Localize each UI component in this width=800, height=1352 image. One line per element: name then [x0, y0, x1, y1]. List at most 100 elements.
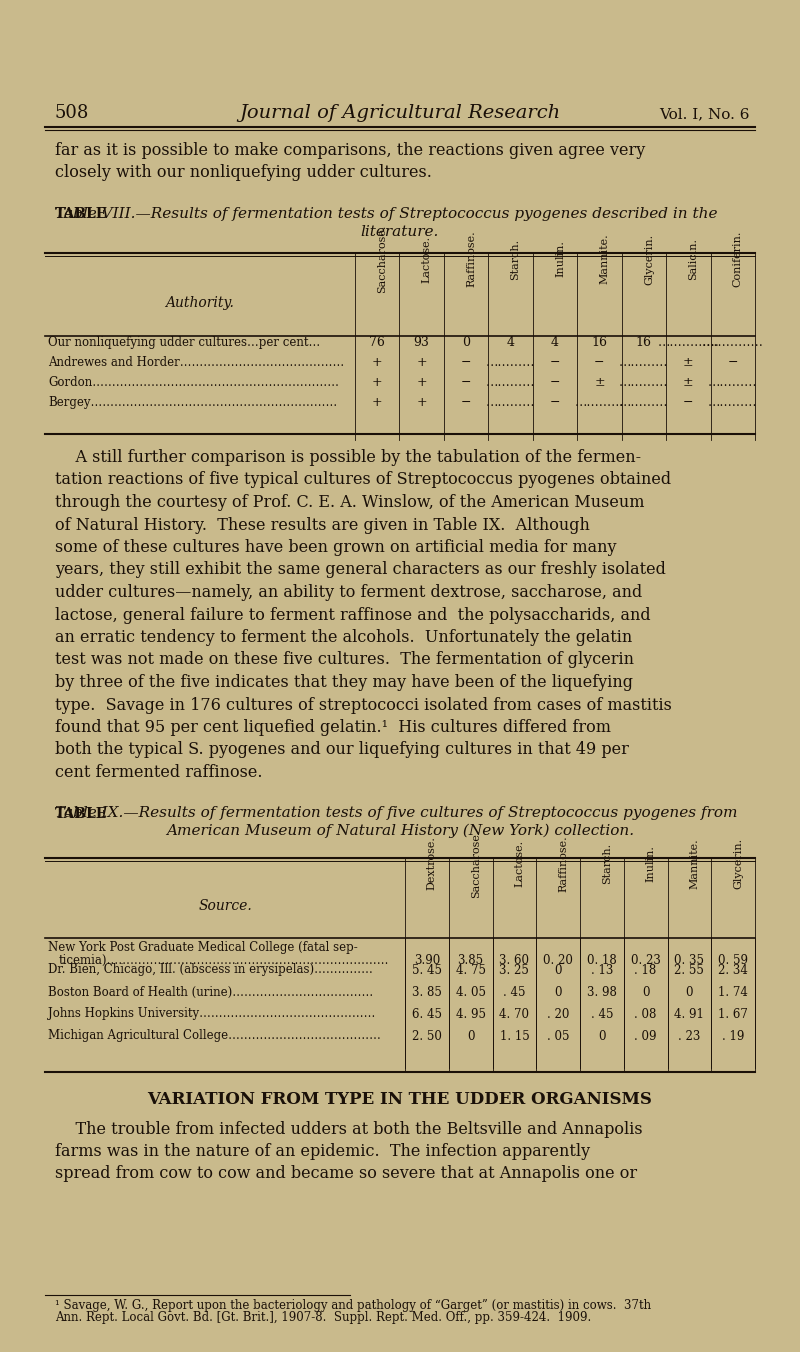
Text: Salicin.: Salicin.	[688, 238, 698, 280]
Text: Saccharose.: Saccharose.	[470, 829, 481, 898]
Text: . 19: . 19	[722, 1029, 744, 1042]
Text: VARIATION FROM TYPE IN THE UDDER ORGANISMS: VARIATION FROM TYPE IN THE UDDER ORGANIS…	[147, 1091, 653, 1107]
Text: Raffinose.: Raffinose.	[558, 836, 568, 892]
Text: 0: 0	[462, 337, 470, 349]
Text: . 23: . 23	[678, 1029, 701, 1042]
Text: −: −	[550, 396, 560, 410]
Text: Mannite.: Mannite.	[690, 838, 699, 888]
Text: Lactose.: Lactose.	[514, 840, 524, 887]
Text: Lactose.: Lactose.	[422, 235, 432, 283]
Text: some of these cultures have been grown on artificial media for many: some of these cultures have been grown o…	[55, 539, 617, 556]
Text: TABLE: TABLE	[55, 207, 107, 220]
Text: 93: 93	[414, 337, 430, 349]
Text: ±: ±	[594, 376, 605, 389]
Text: +: +	[372, 396, 382, 410]
Text: far as it is possible to make comparisons, the reactions given agree very: far as it is possible to make comparison…	[55, 142, 646, 160]
Text: tation reactions of five typical cultures of Streptococcus pyogenes obtained: tation reactions of five typical culture…	[55, 472, 671, 488]
Text: …………: …………	[619, 396, 669, 410]
Text: farms was in the nature of an epidemic.  The infection apparently: farms was in the nature of an epidemic. …	[55, 1142, 590, 1160]
Text: −: −	[594, 356, 605, 369]
Text: Johns Hopkins University………………………………………: Johns Hopkins University………………………………………	[48, 1007, 375, 1021]
Text: 4. 91: 4. 91	[674, 1007, 704, 1021]
Text: ¹ Savage, W. G., Report upon the bacteriology and pathology of “Garget” (or mast: ¹ Savage, W. G., Report upon the bacteri…	[55, 1299, 651, 1311]
Text: −: −	[461, 376, 471, 389]
Text: Source.: Source.	[198, 899, 252, 913]
Text: . 45: . 45	[503, 986, 526, 999]
Text: ……………: ……………	[658, 337, 719, 349]
Text: through the courtesy of Prof. C. E. A. Winslow, of the American Museum: through the courtesy of Prof. C. E. A. W…	[55, 493, 645, 511]
Text: Ann. Rept. Local Govt. Bd. [Gt. Brit.], 1907-8.  Suppl. Rept. Med. Off., pp. 359: Ann. Rept. Local Govt. Bd. [Gt. Brit.], …	[55, 1311, 591, 1324]
Text: ……………: ……………	[702, 337, 764, 349]
Text: 0. 18: 0. 18	[587, 953, 617, 967]
Text: 0: 0	[554, 986, 562, 999]
Text: type.  Savage in 176 cultures of streptococci isolated from cases of mastitis: type. Savage in 176 cultures of streptoc…	[55, 696, 672, 714]
Text: ticemia)………………………………………………………………: ticemia)………………………………………………………………	[59, 953, 390, 967]
Text: closely with our nonliquefying udder cultures.: closely with our nonliquefying udder cul…	[55, 164, 432, 181]
Text: 2. 55: 2. 55	[674, 964, 704, 976]
Text: years, they still exhibit the same general characters as our freshly isolated: years, they still exhibit the same gener…	[55, 561, 666, 579]
Text: −: −	[461, 356, 471, 369]
Text: +: +	[416, 356, 427, 369]
Text: an erratic tendency to ferment the alcohols.  Unfortunately the gelatin: an erratic tendency to ferment the alcoh…	[55, 629, 632, 646]
Text: spread from cow to cow and became so severe that at Annapolis one or: spread from cow to cow and became so sev…	[55, 1165, 637, 1183]
Text: 2. 50: 2. 50	[412, 1029, 442, 1042]
Text: A still further comparison is possible by the tabulation of the fermen-: A still further comparison is possible b…	[55, 449, 641, 466]
Text: Inulin.: Inulin.	[555, 241, 565, 277]
Text: 0. 23: 0. 23	[630, 953, 661, 967]
Text: …………: …………	[486, 356, 535, 369]
Text: Dextrose.: Dextrose.	[427, 837, 437, 891]
Text: 0. 59: 0. 59	[718, 953, 748, 967]
Text: 3. 25: 3. 25	[499, 964, 530, 976]
Text: 2. 34: 2. 34	[718, 964, 748, 976]
Text: −: −	[461, 396, 471, 410]
Text: Glycerin.: Glycerin.	[644, 234, 654, 284]
Text: …………: …………	[574, 396, 624, 410]
Text: New York Post Graduate Medical College (fatal sep-: New York Post Graduate Medical College (…	[48, 941, 358, 955]
Text: …………: …………	[486, 396, 535, 410]
Text: Table VIII.—Results of fermentation tests of Streptococcus pyogenes described in: Table VIII.—Results of fermentation test…	[55, 207, 718, 220]
Text: Glycerin.: Glycerin.	[733, 838, 743, 890]
Text: Dr. Bien, Chicago, Ill. (abscess in erysipelas)……………: Dr. Bien, Chicago, Ill. (abscess in erys…	[48, 964, 373, 976]
Text: TABLE: TABLE	[55, 807, 107, 821]
Text: 0: 0	[554, 964, 562, 976]
Text: Michigan Agricultural College…………………………………: Michigan Agricultural College………………………………	[48, 1029, 381, 1042]
Text: 3. 60: 3. 60	[499, 953, 530, 967]
Text: udder cultures—namely, an ability to ferment dextrose, saccharose, and: udder cultures—namely, an ability to fer…	[55, 584, 642, 602]
Text: +: +	[372, 376, 382, 389]
Text: . 18: . 18	[634, 964, 657, 976]
Text: Starch.: Starch.	[510, 238, 521, 280]
Text: The trouble from infected udders at both the Beltsville and Annapolis: The trouble from infected udders at both…	[55, 1121, 642, 1137]
Text: Bergey………………………………………………………: Bergey………………………………………………………	[48, 396, 338, 410]
Text: 0: 0	[467, 1029, 474, 1042]
Text: 4. 75: 4. 75	[456, 964, 486, 976]
Text: ±: ±	[683, 356, 694, 369]
Text: by three of the five indicates that they may have been of the liquefying: by three of the five indicates that they…	[55, 675, 633, 691]
Text: 4: 4	[551, 337, 559, 349]
Text: Authority.: Authority.	[166, 296, 234, 310]
Text: +: +	[416, 396, 427, 410]
Text: −: −	[727, 356, 738, 369]
Text: 0. 20: 0. 20	[543, 953, 573, 967]
Text: ±: ±	[683, 376, 694, 389]
Text: 4: 4	[506, 337, 514, 349]
Text: …………: …………	[708, 396, 758, 410]
Text: 1. 74: 1. 74	[718, 986, 748, 999]
Text: . 08: . 08	[634, 1007, 657, 1021]
Text: Saccharose.: Saccharose.	[378, 224, 387, 293]
Text: cent fermented raffinose.: cent fermented raffinose.	[55, 764, 262, 781]
Text: Boston Board of Health (urine)………………………………: Boston Board of Health (urine)……………………………	[48, 986, 374, 999]
Text: Inulin.: Inulin.	[646, 845, 656, 882]
Text: 3.90: 3.90	[414, 953, 440, 967]
Text: 4. 70: 4. 70	[499, 1007, 530, 1021]
Text: 3.85: 3.85	[458, 953, 484, 967]
Text: …………: …………	[486, 376, 535, 389]
Text: literature.: literature.	[361, 224, 439, 239]
Text: Journal of Agricultural Research: Journal of Agricultural Research	[239, 104, 561, 122]
Text: 0: 0	[642, 986, 650, 999]
Text: of Natural History.  These results are given in Table IX.  Although: of Natural History. These results are gi…	[55, 516, 590, 534]
Text: Table IX.—Results of fermentation tests of five cultures of Streptococcus pyogen: Table IX.—Results of fermentation tests …	[55, 807, 738, 821]
Text: 0: 0	[686, 986, 693, 999]
Text: both the typical S. pyogenes and our liquefying cultures in that 49 per: both the typical S. pyogenes and our liq…	[55, 741, 629, 758]
Text: 3. 85: 3. 85	[412, 986, 442, 999]
Text: …………: …………	[619, 376, 669, 389]
